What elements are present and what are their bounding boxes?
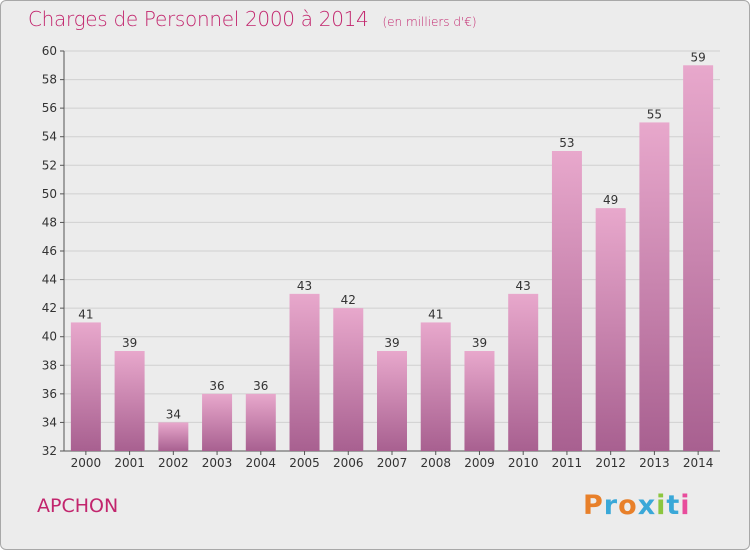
data-label: 42 (341, 293, 356, 307)
y-tick-label: 44 (42, 273, 57, 287)
bar (202, 393, 233, 451)
brand-letter: o (618, 490, 638, 521)
bar (551, 151, 582, 451)
bar (595, 208, 626, 451)
chart-title: Charges de Personnel 2000 à 2014 (en mill… (28, 7, 477, 31)
y-tick-label: 54 (42, 130, 57, 144)
data-label: 39 (472, 336, 487, 350)
y-tick-label: 52 (42, 158, 57, 172)
data-label: 43 (297, 279, 312, 293)
bar (639, 122, 670, 451)
y-tick-label: 42 (42, 301, 57, 315)
bar (333, 308, 364, 451)
data-label: 34 (166, 407, 181, 421)
data-label: 36 (209, 379, 224, 393)
data-label: 41 (78, 307, 93, 321)
labels: 32 34 36 38 40 42 44 46 48 50 52 54 56 58 60 41 2000 39 20… (42, 44, 714, 470)
x-tick-label: 2007 (377, 456, 408, 470)
y-tick-label: 50 (42, 187, 57, 201)
x-tick-label: 2011 (552, 456, 583, 470)
y-tick-label: 56 (42, 101, 57, 115)
chart-subtitle: (en milliers d'€) (382, 15, 477, 29)
bar (508, 293, 539, 451)
y-tick-label: 32 (42, 444, 57, 458)
y-tick-label: 46 (42, 244, 57, 258)
data-label: 59 (690, 50, 705, 64)
x-tick-label: 2005 (289, 456, 320, 470)
brand-letter: x (637, 490, 657, 521)
bar (289, 293, 320, 451)
x-tick-label: 2009 (464, 456, 495, 470)
bars (70, 65, 714, 452)
brand-letter: i (680, 490, 691, 521)
y-tick-label: 40 (42, 330, 57, 344)
data-label: 36 (253, 379, 268, 393)
data-label: 43 (516, 279, 531, 293)
bar (683, 65, 714, 452)
y-tick-label: 34 (42, 415, 57, 429)
y-tick-label: 36 (42, 387, 57, 401)
x-tick-label: 2004 (246, 456, 277, 470)
x-tick-label: 2006 (333, 456, 364, 470)
y-tick-label: 58 (42, 73, 57, 87)
x-tick-label: 2003 (202, 456, 233, 470)
commune-name: APCHON (37, 495, 119, 517)
data-label: 53 (559, 136, 574, 150)
x-tick-label: 2000 (71, 456, 102, 470)
chart-title-main: Charges de Personnel 2000 à 2014 (28, 7, 369, 31)
data-label: 41 (428, 307, 443, 321)
x-tick-label: 2008 (420, 456, 451, 470)
brand-letter: r (603, 490, 619, 521)
brand-letter: t (666, 490, 681, 521)
bar (114, 351, 145, 451)
bar (70, 322, 101, 451)
x-tick-label: 2014 (683, 456, 714, 470)
x-tick-label: 2013 (639, 456, 670, 470)
bar (377, 351, 407, 451)
brand-logo: Proxiti (583, 490, 691, 521)
data-label: 39 (384, 336, 399, 350)
bar (245, 393, 276, 451)
bar (158, 422, 189, 451)
y-tick-label: 48 (42, 215, 57, 229)
grid-lines (64, 50, 720, 452)
bar (464, 351, 495, 451)
x-tick-label: 2012 (595, 456, 626, 470)
y-tick-label: 60 (42, 44, 57, 58)
data-label: 55 (647, 107, 662, 121)
x-tick-label: 2010 (508, 456, 539, 470)
x-tick-label: 2001 (114, 456, 145, 470)
brand-letter: i (656, 490, 667, 521)
y-tick-label: 38 (42, 358, 57, 372)
data-label: 49 (603, 193, 618, 207)
x-tick-label: 2002 (158, 456, 189, 470)
bar (420, 322, 451, 451)
brand-letter: P (583, 490, 604, 521)
data-label: 39 (122, 336, 137, 350)
